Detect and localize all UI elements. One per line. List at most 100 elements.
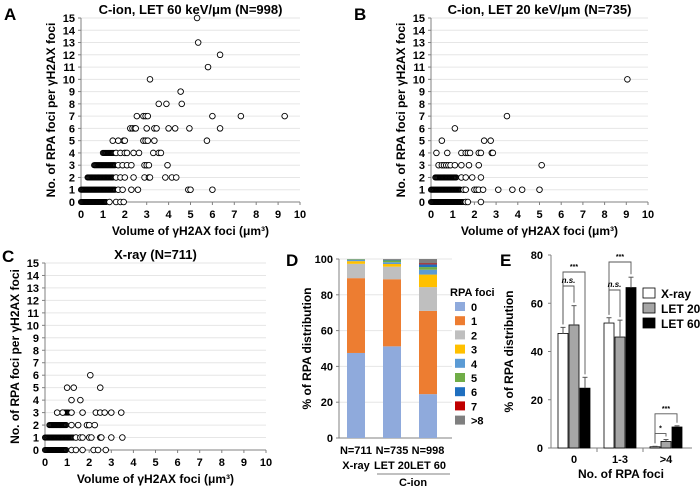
category-label: N=998	[412, 445, 445, 457]
chart-title: C-ion, LET 20 keV/μm (N=735)	[448, 2, 632, 17]
x-tick-label: 7	[197, 457, 203, 469]
legend-swatch	[455, 358, 465, 368]
y-tick-label: 100	[315, 254, 333, 266]
bar-segment-3	[383, 264, 401, 267]
data-point	[171, 125, 179, 132]
y-tick-label: 10	[413, 74, 425, 86]
data-point	[193, 14, 201, 22]
significance-bracket	[608, 289, 621, 318]
panel-label: B	[354, 5, 366, 24]
data-point	[163, 100, 170, 108]
y-tick-label: 7	[33, 358, 39, 370]
data-point	[70, 384, 77, 391]
data-point	[438, 137, 446, 144]
y-tick-label: 9	[33, 333, 39, 345]
data-point	[433, 149, 440, 157]
legend-swatch	[455, 401, 465, 411]
significance-bracket	[562, 285, 575, 325]
legend-label: 1	[471, 316, 477, 328]
category-label: 1-3	[612, 454, 628, 466]
data-point	[209, 112, 216, 120]
y-tick-label: 5	[69, 136, 75, 148]
bar-segment-4	[383, 262, 401, 265]
data-point	[119, 434, 126, 441]
panel-label: E	[500, 251, 511, 270]
x-tick-label: 9	[623, 209, 629, 221]
y-tick-label: 6	[419, 123, 425, 135]
legend-swatch	[455, 344, 465, 354]
legend-swatch	[455, 316, 465, 326]
bar-segment-4	[419, 269, 437, 275]
bar-segment-0	[347, 352, 365, 438]
data-point	[209, 186, 216, 193]
data-point	[495, 186, 502, 193]
category-sublabel: LET 60	[410, 460, 446, 472]
y-tick-label: 10	[27, 320, 39, 332]
legend-label: >8	[471, 416, 484, 428]
bar-segment-1	[419, 310, 437, 395]
bar-segment-6	[383, 259, 401, 261]
y-tick-label: 14	[63, 25, 76, 37]
data-point	[216, 125, 224, 132]
data-point	[108, 434, 115, 441]
category-label: N=711	[340, 445, 372, 457]
y-tick-label: 6	[69, 123, 75, 135]
data-point	[624, 76, 631, 83]
x-axis-label: Volume of γH2AX foci (μm³)	[112, 224, 269, 238]
bar-x-ray	[557, 333, 569, 449]
x-tick-label: 1	[100, 209, 106, 221]
y-tick-label: 4	[69, 148, 76, 160]
y-tick-label: 9	[69, 87, 75, 99]
x-tick-label: 9	[275, 209, 281, 221]
bar-segment-2	[383, 266, 401, 280]
chart-title: C-ion, LET 60 keV/μm (N=998)	[99, 2, 283, 17]
data-point	[477, 198, 485, 206]
legend-swatch	[642, 287, 656, 299]
y-tick-label: 7	[419, 111, 425, 123]
legend-swatch	[455, 373, 465, 382]
x-tick-label: 6	[209, 209, 215, 221]
category-sublabel: X-ray	[342, 460, 370, 472]
x-tick-label: 3	[144, 209, 150, 221]
data-point	[134, 186, 142, 193]
data-point	[114, 137, 122, 144]
data-point	[150, 149, 157, 157]
bar-segment-2	[347, 263, 365, 279]
x-tick-label: 1	[64, 457, 70, 469]
data-point	[216, 51, 224, 59]
y-tick-label: 13	[27, 283, 39, 295]
y-tick-label: 15	[27, 258, 39, 270]
data-point	[96, 384, 104, 391]
bar-let-60	[579, 387, 591, 449]
y-tick-label: 10	[63, 74, 75, 86]
bar-segment-5	[419, 267, 437, 270]
bar-segment-2	[419, 287, 437, 311]
data-point	[87, 371, 94, 379]
legend-label: 3	[471, 345, 477, 357]
x-tick-label: 0	[78, 209, 84, 221]
y-tick-label: 11	[27, 308, 39, 320]
x-tick-label: 8	[602, 209, 608, 221]
legend-label: 5	[471, 373, 477, 385]
bar-let-20	[614, 336, 626, 449]
bar-segment-5	[383, 260, 401, 263]
y-tick-label: 15	[413, 13, 425, 25]
data-point	[98, 434, 105, 441]
bar-segment-6	[419, 264, 437, 268]
y-tick-label: 13	[63, 38, 75, 50]
y-tick-label: 60	[321, 326, 333, 338]
y-tick-label: 1	[33, 433, 39, 445]
data-point	[79, 409, 86, 416]
x-tick-label: 1	[450, 209, 456, 221]
data-point	[281, 112, 288, 120]
legend-label: 0	[471, 302, 477, 314]
y-axis-label: No. of RPA foci per γH2AX foci	[8, 269, 22, 444]
y-tick-label: 5	[419, 136, 425, 148]
legend-swatch	[642, 317, 656, 329]
data-point	[121, 174, 129, 181]
data-point	[102, 446, 110, 454]
x-tick-label: 3	[493, 209, 499, 221]
data-point	[178, 100, 185, 108]
bar-segment-4	[347, 259, 365, 262]
y-tick-label: 0	[537, 443, 543, 455]
